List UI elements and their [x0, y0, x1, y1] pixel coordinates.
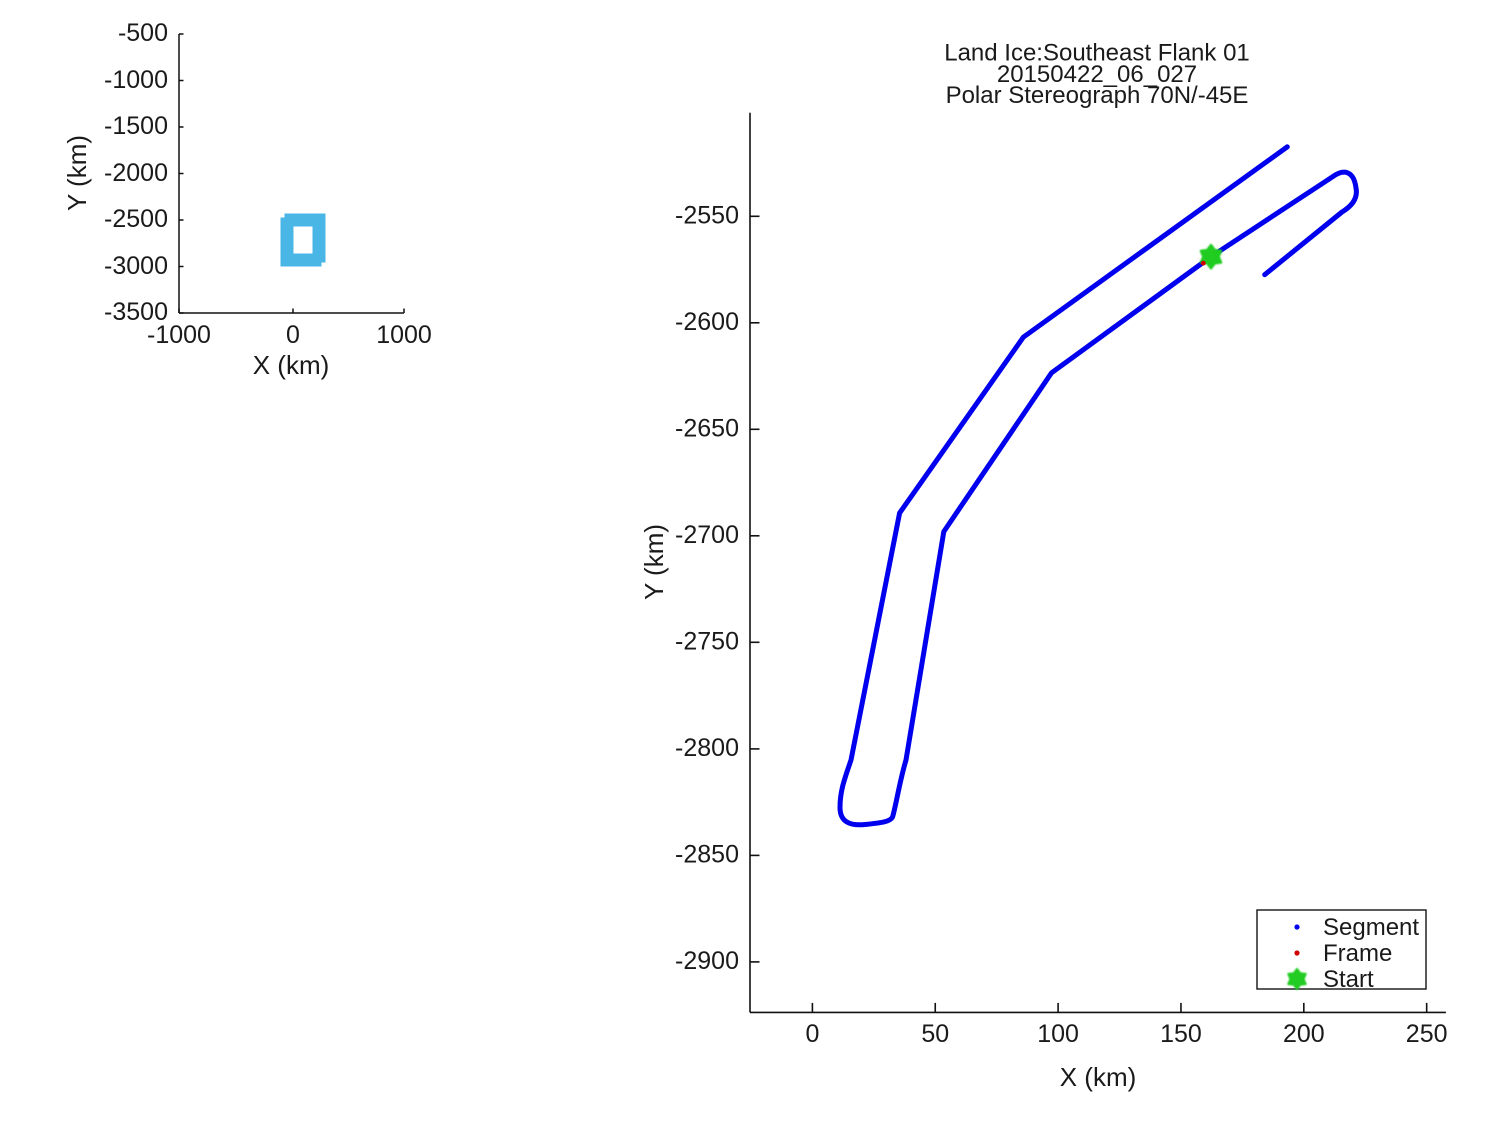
- svg-text:1000: 1000: [376, 321, 432, 349]
- svg-text:Y (km): Y (km): [62, 135, 92, 211]
- svg-text:-1000: -1000: [147, 321, 211, 349]
- svg-text:Segment: Segment: [1323, 914, 1419, 941]
- svg-text:0: 0: [286, 321, 300, 349]
- svg-text:-2650: -2650: [675, 415, 739, 443]
- svg-text:50: 50: [921, 1020, 949, 1048]
- svg-text:X (km): X (km): [1060, 1062, 1137, 1092]
- svg-text:-2500: -2500: [104, 205, 168, 233]
- svg-text:Frame: Frame: [1323, 940, 1392, 967]
- svg-text:150: 150: [1160, 1020, 1202, 1048]
- svg-text:Y (km): Y (km): [639, 524, 669, 600]
- svg-text:Start: Start: [1323, 966, 1374, 993]
- svg-text:-2600: -2600: [675, 308, 739, 336]
- svg-text:-500: -500: [118, 19, 168, 47]
- svg-text:-2850: -2850: [675, 841, 739, 869]
- svg-text:-3000: -3000: [104, 252, 168, 280]
- svg-text:-1500: -1500: [104, 112, 168, 140]
- svg-text:0: 0: [805, 1020, 819, 1048]
- svg-text:100: 100: [1037, 1020, 1079, 1048]
- svg-text:Polar Stereograph 70N/-45E: Polar Stereograph 70N/-45E: [946, 82, 1249, 109]
- svg-text:-2700: -2700: [675, 521, 739, 549]
- svg-text:-2750: -2750: [675, 628, 739, 656]
- svg-text:-2000: -2000: [104, 159, 168, 187]
- svg-text:-2800: -2800: [675, 734, 739, 762]
- svg-text:200: 200: [1283, 1020, 1325, 1048]
- svg-text:X (km): X (km): [253, 350, 330, 380]
- svg-text:-2900: -2900: [675, 947, 739, 975]
- svg-text:-2550: -2550: [675, 202, 739, 230]
- svg-text:250: 250: [1406, 1020, 1448, 1048]
- svg-text:-1000: -1000: [104, 66, 168, 94]
